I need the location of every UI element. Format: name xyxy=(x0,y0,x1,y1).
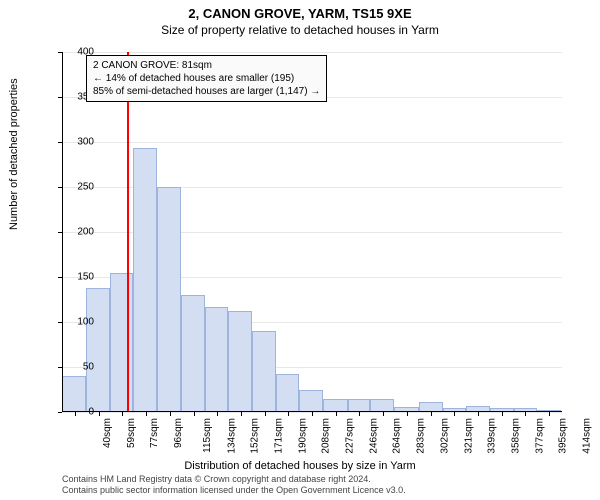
histogram-bar xyxy=(157,187,181,412)
x-tick-label: 395sqm xyxy=(558,418,569,454)
y-tick-label: 200 xyxy=(54,227,94,238)
x-tick-mark xyxy=(407,412,408,416)
x-tick-label: 321sqm xyxy=(464,418,475,454)
histogram-bar xyxy=(299,390,323,412)
x-tick-label: 246sqm xyxy=(369,418,380,454)
x-tick-label: 59sqm xyxy=(126,418,137,448)
x-tick-mark xyxy=(525,412,526,416)
x-tick-label: 208sqm xyxy=(320,418,331,454)
histogram-bar xyxy=(252,331,276,412)
x-tick-label: 171sqm xyxy=(274,418,285,454)
histogram-chart: 2 CANON GROVE: 81sqm ← 14% of detached h… xyxy=(62,52,562,412)
x-tick-label: 283sqm xyxy=(416,418,427,454)
x-tick-mark xyxy=(478,412,479,416)
footer-line-1: Contains HM Land Registry data © Crown c… xyxy=(62,474,406,486)
histogram-bar xyxy=(133,148,157,412)
x-tick-mark xyxy=(549,412,550,416)
histogram-bar xyxy=(181,295,205,412)
plot-region: 2 CANON GROVE: 81sqm ← 14% of detached h… xyxy=(62,52,562,412)
info-line-smaller: ← 14% of detached houses are smaller (19… xyxy=(93,72,320,85)
footer-line-2: Contains public sector information licen… xyxy=(62,485,406,497)
x-tick-mark xyxy=(431,412,432,416)
page-subtitle: Size of property relative to detached ho… xyxy=(0,21,600,37)
histogram-bar xyxy=(110,273,133,413)
x-tick-label: 358sqm xyxy=(511,418,522,454)
footer: Contains HM Land Registry data © Crown c… xyxy=(62,474,406,497)
x-tick-label: 190sqm xyxy=(298,418,309,454)
x-tick-label: 339sqm xyxy=(487,418,498,454)
x-tick-label: 115sqm xyxy=(202,418,213,453)
y-tick-label: 50 xyxy=(54,362,94,373)
x-tick-label: 377sqm xyxy=(535,418,546,454)
info-box: 2 CANON GROVE: 81sqm ← 14% of detached h… xyxy=(86,55,327,102)
x-tick-mark xyxy=(99,412,100,416)
histogram-bar xyxy=(276,374,299,412)
y-tick-label: 150 xyxy=(54,272,94,283)
grid-line xyxy=(62,142,562,143)
y-tick-label: 300 xyxy=(54,137,94,148)
grid-line xyxy=(62,52,562,53)
page-title: 2, CANON GROVE, YARM, TS15 9XE xyxy=(0,0,600,21)
x-tick-mark xyxy=(383,412,384,416)
x-tick-mark xyxy=(312,412,313,416)
x-tick-mark xyxy=(241,412,242,416)
y-tick-label: 100 xyxy=(54,317,94,328)
x-tick-mark xyxy=(146,412,147,416)
y-axis-label: Number of detached properties xyxy=(8,78,20,230)
x-tick-mark xyxy=(194,412,195,416)
x-tick-label: 264sqm xyxy=(392,418,403,454)
x-tick-mark xyxy=(454,412,455,416)
x-tick-label: 152sqm xyxy=(249,418,260,454)
x-tick-label: 134sqm xyxy=(227,418,238,454)
x-tick-mark xyxy=(288,412,289,416)
x-tick-label: 414sqm xyxy=(582,418,593,454)
x-tick-label: 227sqm xyxy=(345,418,356,454)
x-tick-mark xyxy=(265,412,266,416)
x-tick-mark xyxy=(122,412,123,416)
x-tick-mark xyxy=(170,412,171,416)
x-axis-label: Distribution of detached houses by size … xyxy=(0,460,600,472)
x-tick-label: 77sqm xyxy=(149,418,160,448)
x-tick-mark xyxy=(336,412,337,416)
x-tick-mark xyxy=(359,412,360,416)
property-marker-line xyxy=(127,52,129,412)
x-tick-mark xyxy=(502,412,503,416)
histogram-bar xyxy=(86,288,110,412)
x-tick-mark xyxy=(217,412,218,416)
info-line-property: 2 CANON GROVE: 81sqm xyxy=(93,59,320,72)
histogram-bar xyxy=(205,307,228,412)
x-tick-label: 302sqm xyxy=(440,418,451,454)
y-tick-label: 0 xyxy=(54,407,94,418)
info-line-larger: 85% of semi-detached houses are larger (… xyxy=(93,85,320,98)
histogram-bar xyxy=(228,311,252,412)
x-tick-label: 40sqm xyxy=(102,418,113,448)
y-tick-label: 250 xyxy=(54,182,94,193)
x-tick-label: 96sqm xyxy=(173,418,184,448)
